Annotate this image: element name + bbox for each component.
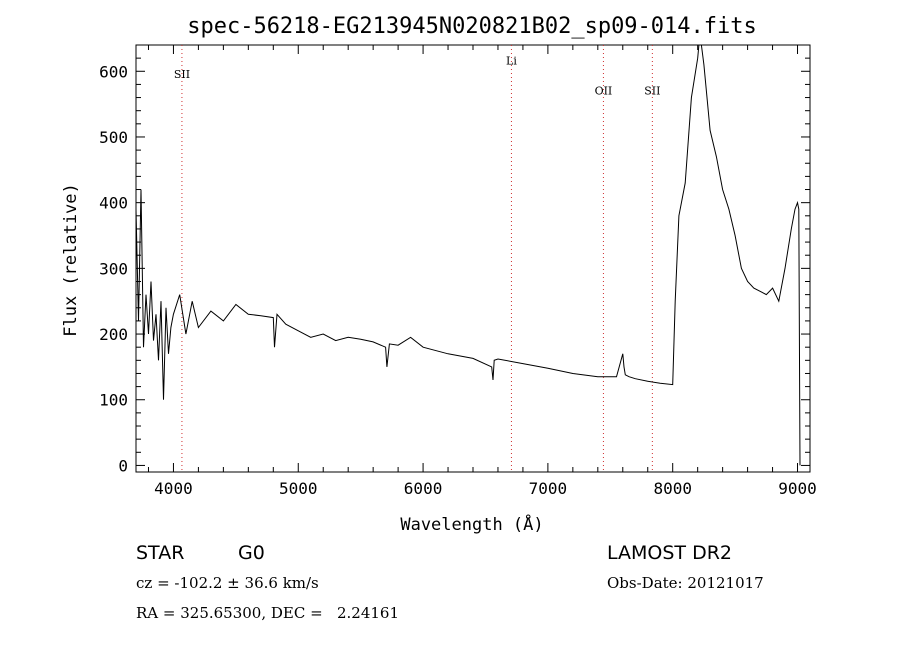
- object-class: STAR: [136, 542, 185, 564]
- spectral-line-label: OII: [595, 84, 613, 97]
- y-tick-label: 0: [118, 456, 128, 475]
- y-axis-label: Flux (relative): [61, 183, 81, 337]
- spectral-line-label: SII: [644, 84, 660, 97]
- y-tick-label: 500: [99, 128, 128, 147]
- x-tick-label: 9000: [778, 479, 817, 498]
- redshift-value: cz = -102.2 ± 36.6 km/s: [136, 574, 319, 592]
- x-tick-label: 6000: [404, 479, 443, 498]
- chart-title: spec-56218-EG213945N020821B02_sp09-014.f…: [187, 14, 757, 39]
- spectral-line-label: SII: [174, 68, 190, 81]
- spectral-line-label: Li: [506, 55, 517, 68]
- x-tick-label: 7000: [529, 479, 568, 498]
- y-tick-label: 100: [99, 391, 128, 410]
- object-subclass: G0: [238, 542, 265, 564]
- y-tick-label: 600: [99, 62, 128, 81]
- x-tick-label: 4000: [154, 479, 193, 498]
- spectrum-line: [135, 44, 801, 466]
- plot-area: 4000 5000 6000 7000 8000 9000 0 100 200 300 400 500…: [99, 44, 817, 498]
- plot-frame: [135, 44, 811, 473]
- observation-date: Obs-Date: 20121017: [607, 574, 764, 592]
- y-tick-label: 200: [99, 325, 128, 344]
- y-tick-label: 400: [99, 194, 128, 213]
- x-tick-label: 5000: [279, 479, 318, 498]
- survey-name: LAMOST DR2: [607, 542, 732, 564]
- x-tick-label: 8000: [653, 479, 692, 498]
- y-tick-label: 300: [99, 259, 128, 278]
- x-axis-label: Wavelength (Å): [400, 513, 543, 535]
- coordinates: RA = 325.65300, DEC = 2.24161: [136, 604, 400, 622]
